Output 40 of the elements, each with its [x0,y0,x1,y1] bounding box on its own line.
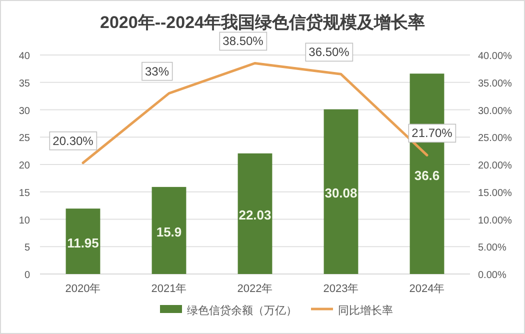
bar [324,109,358,274]
data-label: 21.70% [412,126,453,140]
y-tick-label: 20 [18,160,30,172]
y2-tick-label: 35.00% [478,78,512,90]
legend-label: 绿色信贷余额（万亿） [187,304,297,317]
y-tick-label: 30 [18,106,30,117]
data-label: 20.30% [52,134,94,148]
y2-tick-label: 5.00% [478,242,506,254]
data-label: 33% [144,64,170,78]
x-tick-label: 2020年 [65,283,101,295]
y2-tick-label: 15.00% [478,188,512,199]
data-label: 15.9 [156,224,182,240]
y2-tick-label: 25.00% [478,133,512,144]
data-label: 36.50% [308,45,350,60]
legend-label: 同比增长率 [338,304,393,317]
y-tick-label: 5 [24,242,30,254]
x-tick-label: 2022年 [237,283,273,295]
x-tick-label: 2024年 [409,283,445,295]
x-tick-label: 2023年 [323,283,359,295]
y-tick-label: 25 [18,133,30,144]
bar [238,153,272,274]
y-tick-label: 35 [18,78,30,90]
y2-tick-label: 30.00% [478,106,512,117]
y-tick-label: 0 [24,270,30,281]
data-label: 38.50% [222,34,264,48]
y2-tick-label: 0.00% [478,270,506,281]
data-label: 22.03 [238,208,272,223]
y2-tick-label: 40.00% [478,51,512,62]
x-tick-label: 2021年 [151,283,187,295]
y2-tick-label: 10.00% [478,215,512,226]
y2-tick-label: 20.00% [478,160,512,172]
y-tick-label: 15 [18,188,30,199]
data-label: 30.08 [324,186,358,201]
data-label: 11.95 [67,235,99,250]
bar [66,208,100,274]
y-tick-label: 40 [18,51,30,62]
bar [152,186,186,274]
chart-title: 2020年--2024年我国绿色信贷规模及增长率 [100,13,425,32]
data-label: 36.6 [414,168,440,183]
y-tick-label: 10 [18,215,30,226]
